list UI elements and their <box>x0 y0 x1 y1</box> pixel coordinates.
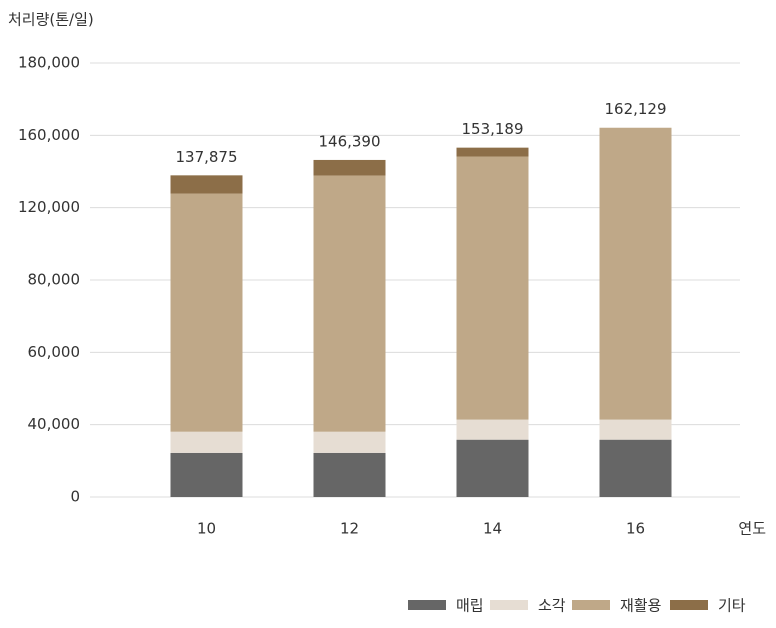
bar-segment <box>313 431 386 453</box>
bar-segment <box>456 156 529 420</box>
bar-segment <box>599 127 672 420</box>
y-tick-label: 160,000 <box>18 126 80 144</box>
legend-label: 기타 <box>718 597 746 615</box>
y-tick-label: 60,000 <box>28 343 81 361</box>
x-tick-label: 16 <box>626 520 645 538</box>
y-tick-label: 0 <box>70 488 80 506</box>
total-label: 162,129 <box>604 100 666 118</box>
x-tick-label: 14 <box>483 520 502 538</box>
bar-segment <box>599 439 672 497</box>
bar-segment <box>456 419 529 440</box>
y-tick-label: 40,000 <box>28 415 81 433</box>
total-label: 153,189 <box>461 120 523 138</box>
bar-segment <box>313 175 386 432</box>
bar-segment <box>456 439 529 497</box>
legend-swatch <box>490 600 528 610</box>
bar-segment <box>170 175 243 194</box>
bar-segment <box>313 452 386 497</box>
x-axis-title: 연도 <box>738 520 766 538</box>
legend-label: 소각 <box>538 597 566 615</box>
bar-segment <box>313 159 386 176</box>
total-label: 146,390 <box>318 132 380 150</box>
bar-segment <box>599 419 672 440</box>
y-axis-title: 처리량(톤/일) <box>8 11 94 29</box>
y-tick-label: 120,000 <box>18 198 80 216</box>
x-tick-label: 12 <box>340 520 359 538</box>
y-tick-label: 80,000 <box>28 271 81 289</box>
total-label: 137,875 <box>175 148 237 166</box>
legend-label: 재활용 <box>620 597 661 615</box>
bar-segment <box>170 452 243 497</box>
bar-segment <box>456 147 529 157</box>
bar-segment <box>170 431 243 453</box>
legend-label: 매립 <box>456 597 484 615</box>
x-tick-label: 10 <box>197 520 216 538</box>
legend-swatch <box>408 600 446 610</box>
legend-swatch <box>670 600 708 610</box>
bar-segment <box>170 193 243 432</box>
y-tick-label: 180,000 <box>18 54 80 72</box>
legend-swatch <box>572 600 610 610</box>
